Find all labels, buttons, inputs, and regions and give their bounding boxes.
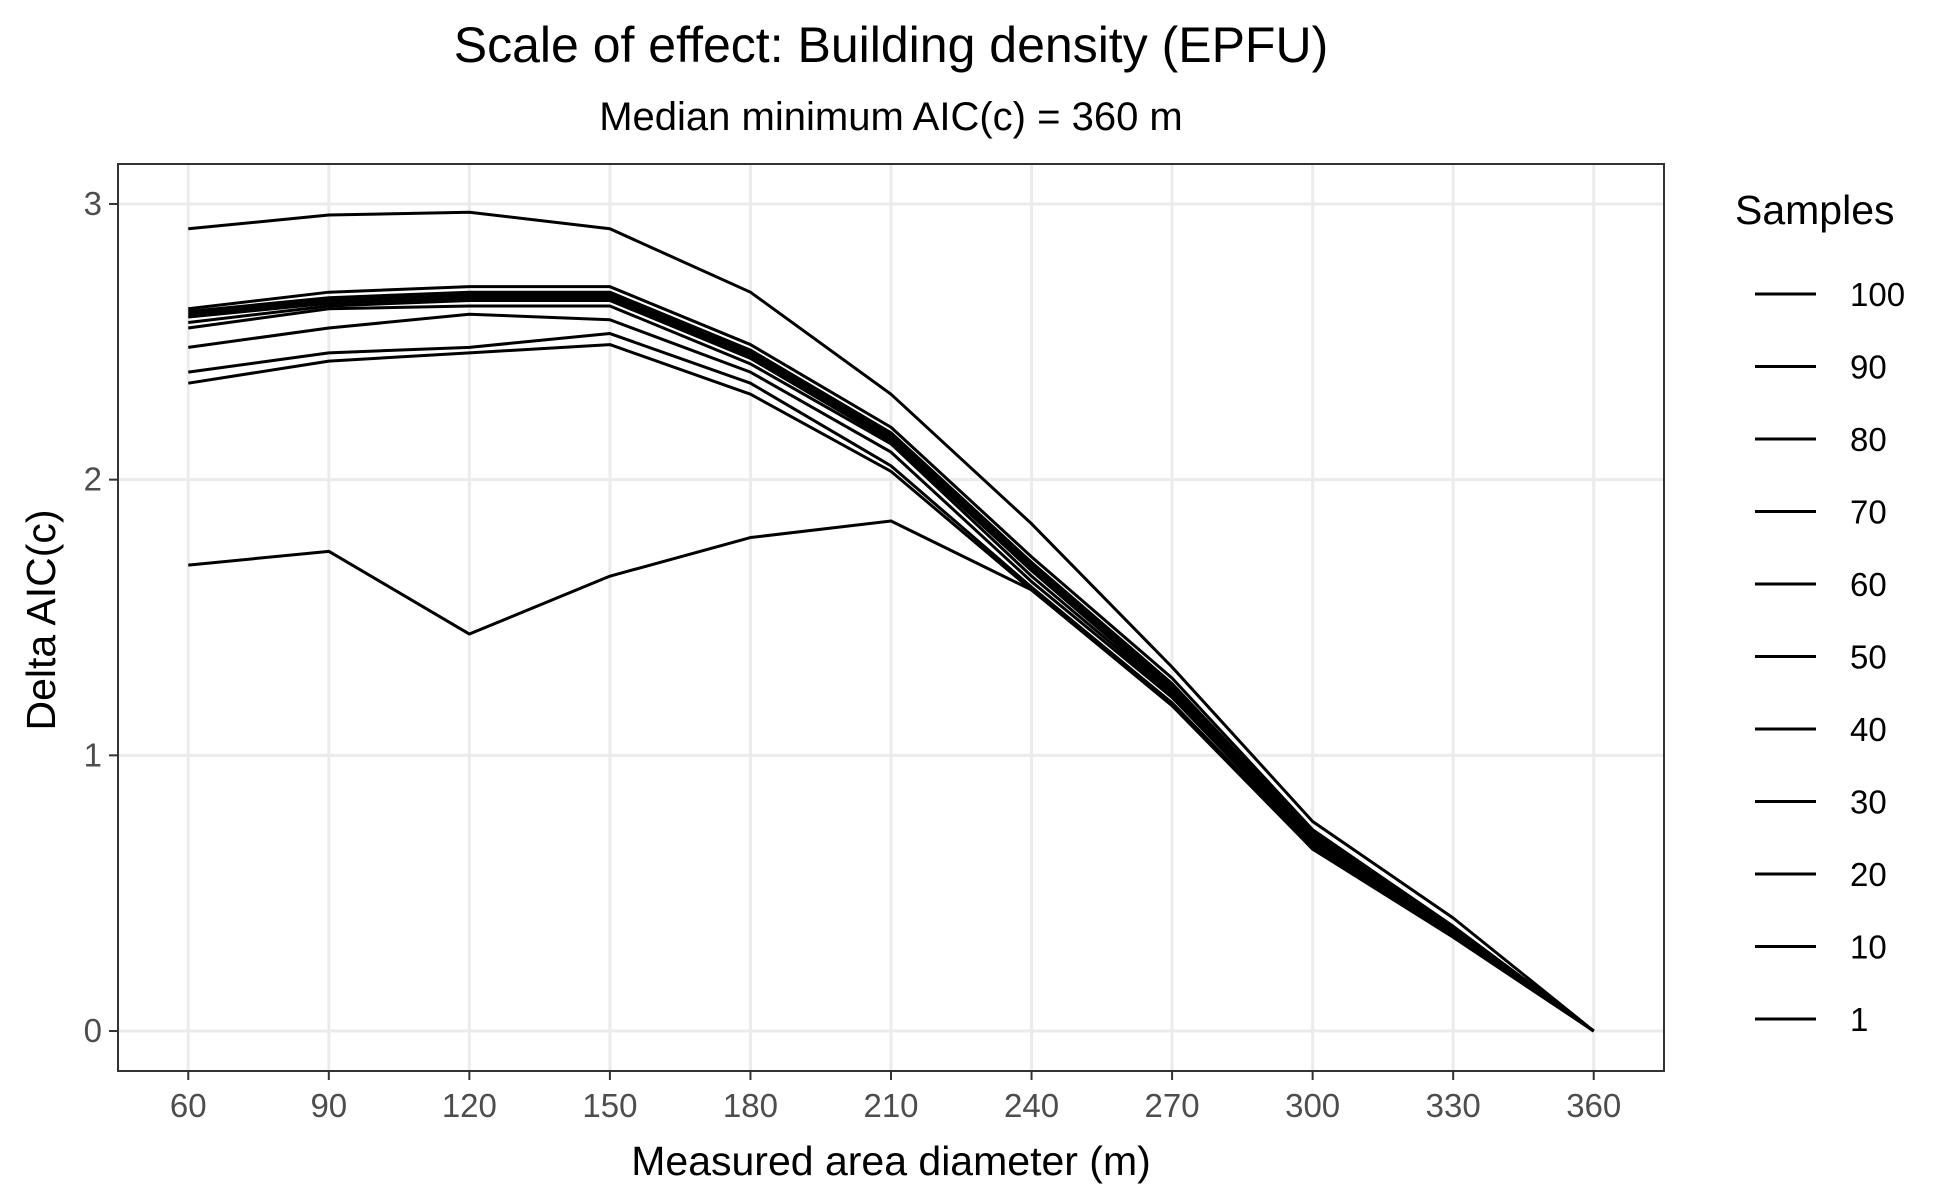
series-line-8 [188, 312, 1595, 1033]
x-tick-label: 150 [582, 1087, 637, 1124]
legend-label: 40 [1850, 711, 1887, 748]
x-tick-label: 120 [442, 1087, 497, 1124]
chart-subtitle: Median minimum AIC(c) = 360 m [599, 95, 1183, 139]
series-line-6 [188, 298, 1595, 1033]
y-axis-ticks: 0 1 2 3 [84, 185, 118, 1049]
y-tick-label: 0 [84, 1012, 102, 1049]
chart-title: Scale of effect: Building density (EPFU) [454, 17, 1329, 73]
x-axis-label: Measured area diameter (m) [631, 1138, 1151, 1184]
legend-label: 1 [1850, 1001, 1868, 1038]
x-axis-ticks: 60 90 120 150 180 210 240 270 300 330 360 [170, 1071, 1621, 1124]
legend-title: Samples [1735, 187, 1895, 233]
x-tick-label: 180 [723, 1087, 778, 1124]
legend: Samples 100 90 80 70 60 50 40 30 20 10 1 [1735, 187, 1905, 1038]
series-line-9 [188, 332, 1595, 1033]
y-tick-label: 2 [84, 461, 102, 498]
legend-label: 20 [1850, 856, 1887, 893]
x-tick-label: 60 [170, 1087, 207, 1124]
series-line-3 [188, 290, 1595, 1033]
legend-label: 60 [1850, 566, 1887, 603]
x-tick-label: 90 [310, 1087, 347, 1124]
data-series-group [188, 210, 1595, 1033]
x-tick-label: 330 [1426, 1087, 1481, 1124]
x-tick-label: 270 [1145, 1087, 1200, 1124]
y-tick-label: 1 [84, 736, 102, 773]
x-tick-label: 360 [1566, 1087, 1621, 1124]
series-line-2 [188, 285, 1595, 1033]
legend-label: 80 [1850, 421, 1887, 458]
legend-label: 70 [1850, 494, 1887, 531]
y-tick-label: 3 [84, 185, 102, 222]
x-tick-label: 300 [1285, 1087, 1340, 1124]
legend-label: 90 [1850, 349, 1887, 386]
legend-label: 30 [1850, 784, 1887, 821]
plot-grid [118, 164, 1664, 1071]
x-tick-label: 210 [863, 1087, 918, 1124]
series-line-4 [188, 293, 1595, 1033]
legend-label: 10 [1850, 929, 1887, 966]
y-axis-label: Delta AIC(c) [18, 510, 64, 731]
x-tick-label: 240 [1004, 1087, 1059, 1124]
legend-label: 50 [1850, 639, 1887, 676]
series-line-1 [188, 210, 1595, 1033]
series-line-7 [188, 304, 1595, 1033]
series-line-11 [188, 519, 1595, 1033]
legend-label: 100 [1850, 276, 1905, 313]
